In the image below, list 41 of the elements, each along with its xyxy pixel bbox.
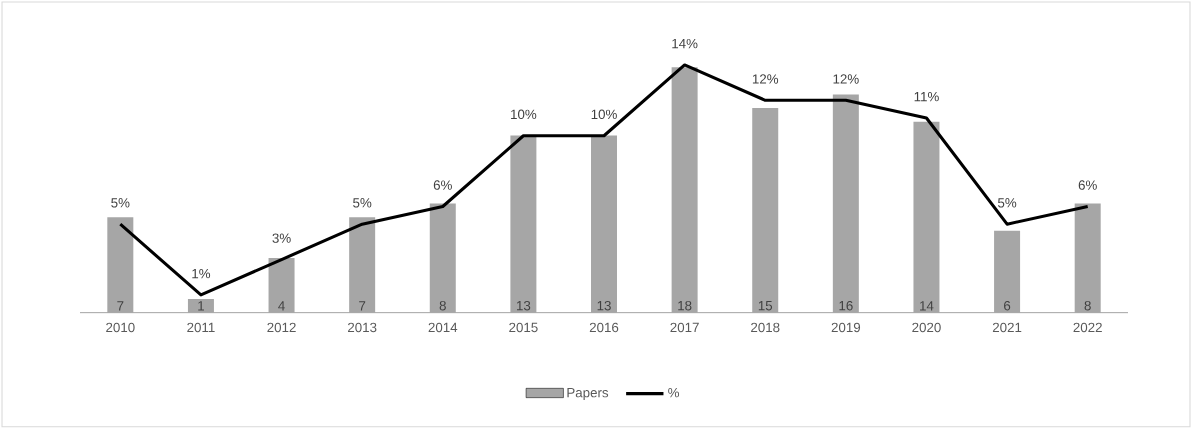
- x-tick-label: 2012: [267, 322, 296, 333]
- data-label: 16: [839, 301, 853, 311]
- data-label: 8: [439, 301, 446, 311]
- data-label: 8: [1084, 301, 1091, 311]
- data-label: 6: [1004, 301, 1011, 311]
- x-tick-label: 2022: [1073, 322, 1102, 333]
- data-label: 15: [758, 301, 773, 311]
- x-tick-label: 2015: [509, 322, 538, 333]
- data-label: 14: [920, 301, 934, 311]
- x-tick-label: 2011: [187, 322, 215, 333]
- x-tick-label: 2021: [992, 322, 1022, 333]
- data-label: 13: [597, 301, 611, 311]
- data-label: 10%: [511, 109, 537, 120]
- x-tick-label: 2018: [751, 322, 780, 333]
- data-label: 6%: [433, 180, 452, 190]
- data-label: 7: [117, 301, 124, 311]
- legend-label: Papers: [567, 388, 609, 401]
- data-label: 5%: [997, 198, 1017, 208]
- data-label: 6%: [1078, 180, 1097, 190]
- data-label: 7: [359, 301, 366, 311]
- x-tick-label: 2014: [428, 322, 458, 333]
- legend-label: %: [668, 388, 680, 398]
- data-label: 3%: [272, 233, 291, 244]
- data-label: 5%: [111, 198, 130, 208]
- x-tick-label: 2016: [589, 322, 619, 333]
- data-label: 12%: [833, 74, 859, 84]
- x-tick-label: 2020: [912, 322, 941, 333]
- data-label: 13: [517, 301, 531, 311]
- data-label: 12%: [752, 74, 779, 84]
- data-label: 1%: [192, 269, 211, 279]
- data-label: 11%: [914, 92, 939, 102]
- data-label: 10%: [591, 109, 617, 120]
- x-tick-label: 2010: [106, 322, 135, 333]
- x-tick-label: 2019: [831, 322, 861, 333]
- data-label: 18: [678, 301, 692, 311]
- data-label: 1: [198, 301, 204, 311]
- x-tick-label: 2017: [670, 322, 699, 333]
- data-label: 4: [278, 301, 285, 311]
- x-tick-label: 2013: [348, 322, 377, 333]
- data-label: 5%: [353, 198, 372, 208]
- data-label: 14%: [672, 39, 698, 49]
